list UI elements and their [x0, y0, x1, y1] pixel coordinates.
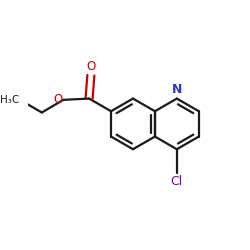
Text: O: O — [54, 93, 63, 106]
Text: H₃C: H₃C — [0, 94, 19, 104]
Text: Cl: Cl — [171, 175, 183, 188]
Text: N: N — [172, 83, 183, 96]
Text: O: O — [86, 60, 96, 73]
